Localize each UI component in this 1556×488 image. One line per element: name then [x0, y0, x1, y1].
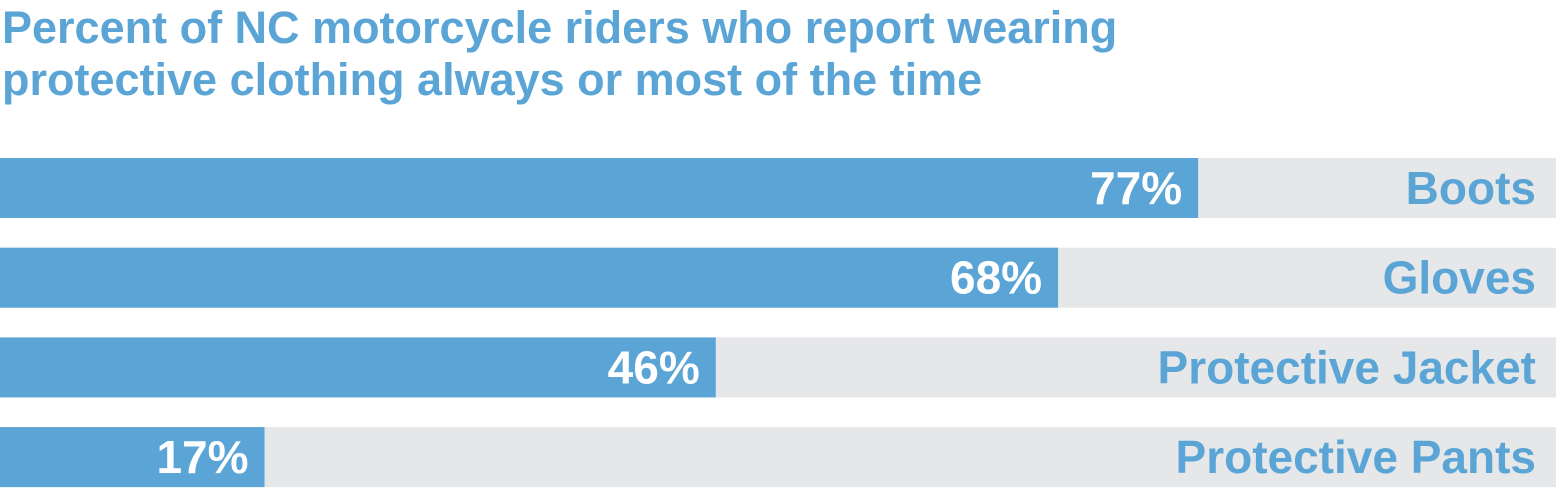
category-label: Boots: [1406, 162, 1536, 214]
bar: [0, 427, 265, 488]
chart-title: Percent of NC motorcycle riders who repo…: [2, 2, 1502, 106]
category-label: Gloves: [1383, 252, 1536, 304]
chart-title-line-1: Percent of NC motorcycle riders who repo…: [2, 2, 1118, 53]
bar: [0, 337, 716, 398]
bar-value-label: 17%: [156, 431, 248, 483]
bar-value-label: 68%: [950, 252, 1042, 304]
chart-title-line-2: protective clothing always or most of th…: [2, 54, 983, 105]
bar: [0, 158, 1199, 218]
bar: [0, 247, 1059, 308]
bar-value-label: 46%: [608, 341, 700, 393]
bar-value-label: 77%: [1090, 162, 1182, 214]
category-label: Protective Pants: [1176, 431, 1536, 483]
category-label: Protective Jacket: [1158, 341, 1536, 393]
